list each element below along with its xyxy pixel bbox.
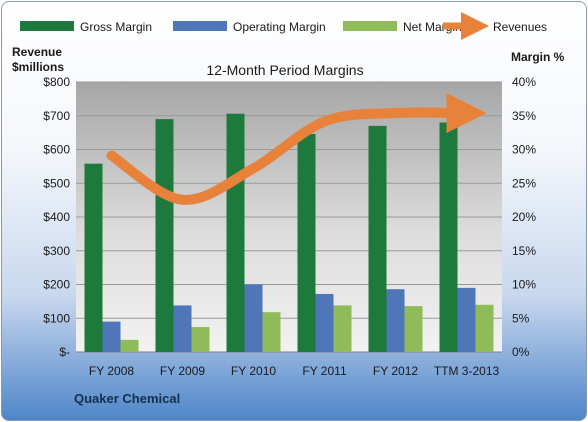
company-name: Quaker Chemical — [74, 391, 180, 406]
left-axis-label-line2: $millions — [12, 60, 64, 74]
right-tick-label: 40% — [512, 75, 536, 89]
operating-margin-bar — [102, 321, 121, 352]
revenue-point — [324, 120, 325, 122]
revenue-point — [253, 167, 254, 169]
net-margin-bar — [475, 304, 494, 352]
left-tick-label: $100 — [43, 311, 70, 325]
x-tick-label: FY 2010 — [231, 364, 276, 378]
right-tick-label: 35% — [512, 109, 536, 123]
left-axis-label-line1: Revenue — [12, 45, 62, 59]
net-margin-bar — [333, 305, 352, 352]
operating-margin-bar — [315, 293, 334, 352]
chart-title: 12-Month Period Margins — [206, 62, 363, 78]
right-tick-label: 20% — [512, 210, 536, 224]
net-margin-bar — [404, 306, 423, 352]
right-tick-label: 5% — [512, 311, 530, 325]
legend-label: Gross Margin — [80, 20, 152, 34]
left-axis-ticks: $- $100 $200 $300 $400 $500 $600 $700 $800 — [43, 75, 70, 359]
left-tick-label: $600 — [43, 143, 70, 157]
x-tick-label: FY 2008 — [89, 364, 134, 378]
right-tick-label: 0% — [512, 345, 530, 359]
operating-margin-bar — [457, 287, 476, 352]
x-axis-ticks: FY 2008 FY 2009 FY 2010 FY 2011 FY 2012 TTM 3… — [89, 364, 500, 378]
left-tick-label: $300 — [43, 244, 70, 258]
left-tick-label: $- — [59, 345, 70, 359]
x-tick-label: FY 2009 — [160, 364, 205, 378]
x-tick-label: TTM 3-2013 — [434, 364, 500, 378]
right-axis-ticks: 0% 5% 10% 15% 20% 25% 30% 35% 40% — [512, 75, 536, 359]
right-axis-label: Margin % — [511, 50, 565, 64]
left-tick-label: $500 — [43, 176, 70, 190]
revenue-line-group — [106, 93, 487, 205]
net-margin-bar — [262, 312, 281, 352]
left-tick-label: $200 — [43, 278, 70, 292]
legend-label: Revenues — [493, 20, 547, 34]
left-tick-label: $400 — [43, 210, 70, 224]
left-tick-label: $700 — [43, 109, 70, 123]
gross-margin-bar — [226, 113, 245, 352]
revenue-point — [466, 112, 467, 114]
legend-swatch — [173, 21, 227, 31]
revenue-point — [111, 155, 112, 157]
x-tick-label: FY 2012 — [373, 364, 418, 378]
legend: Gross Margin Operating Margin Net Margin Re… — [20, 12, 547, 40]
operating-margin-bar — [244, 284, 263, 352]
operating-margin-bar — [386, 289, 405, 352]
net-margin-bar — [191, 327, 210, 352]
revenue-point — [182, 199, 183, 201]
gross-margin-bar — [155, 119, 174, 352]
gross-margin-bar — [297, 133, 316, 352]
right-tick-label: 10% — [512, 278, 536, 292]
gross-margin-bar — [439, 122, 458, 352]
operating-margin-bar — [173, 305, 192, 352]
gross-margin-bar — [368, 125, 387, 352]
revenue-line — [106, 93, 487, 205]
right-tick-label: 25% — [512, 176, 536, 190]
net-margin-bar — [120, 339, 139, 352]
gross-margin-bar — [84, 163, 103, 352]
right-tick-label: 15% — [512, 244, 536, 258]
left-tick-label: $800 — [43, 75, 70, 89]
right-tick-label: 30% — [512, 143, 536, 157]
x-tick-label: FY 2011 — [302, 364, 347, 378]
revenue-point — [395, 112, 396, 114]
legend-label: Operating Margin — [233, 20, 326, 34]
legend-swatch — [343, 21, 397, 31]
legend-swatch — [20, 21, 74, 31]
